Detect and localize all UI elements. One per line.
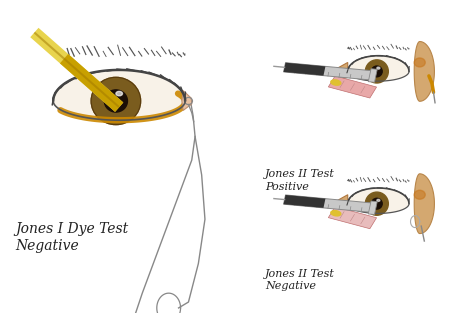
Ellipse shape xyxy=(377,67,380,69)
Ellipse shape xyxy=(116,91,122,96)
Polygon shape xyxy=(414,41,434,101)
Polygon shape xyxy=(283,195,374,213)
Polygon shape xyxy=(336,195,348,211)
Polygon shape xyxy=(328,76,376,98)
Ellipse shape xyxy=(372,198,382,209)
Polygon shape xyxy=(283,195,326,208)
Polygon shape xyxy=(328,207,376,229)
Ellipse shape xyxy=(414,190,425,199)
Ellipse shape xyxy=(365,60,388,83)
Polygon shape xyxy=(348,188,409,214)
Polygon shape xyxy=(283,63,326,76)
Text: Jones I Dye Test
Negative: Jones I Dye Test Negative xyxy=(16,222,129,253)
Polygon shape xyxy=(53,70,185,120)
Text: Jones II Test
Positive: Jones II Test Positive xyxy=(265,170,335,192)
Ellipse shape xyxy=(331,80,341,85)
Ellipse shape xyxy=(331,211,341,216)
Ellipse shape xyxy=(365,192,388,215)
Polygon shape xyxy=(283,63,374,80)
Ellipse shape xyxy=(91,77,141,125)
Polygon shape xyxy=(368,201,377,214)
Ellipse shape xyxy=(104,90,128,112)
Polygon shape xyxy=(182,91,192,111)
Ellipse shape xyxy=(414,58,425,67)
Polygon shape xyxy=(414,174,434,234)
Polygon shape xyxy=(348,56,409,81)
Ellipse shape xyxy=(372,66,382,77)
Ellipse shape xyxy=(377,199,380,202)
Polygon shape xyxy=(336,62,348,79)
Text: Jones II Test
Negative: Jones II Test Negative xyxy=(265,269,335,291)
Polygon shape xyxy=(368,69,377,82)
